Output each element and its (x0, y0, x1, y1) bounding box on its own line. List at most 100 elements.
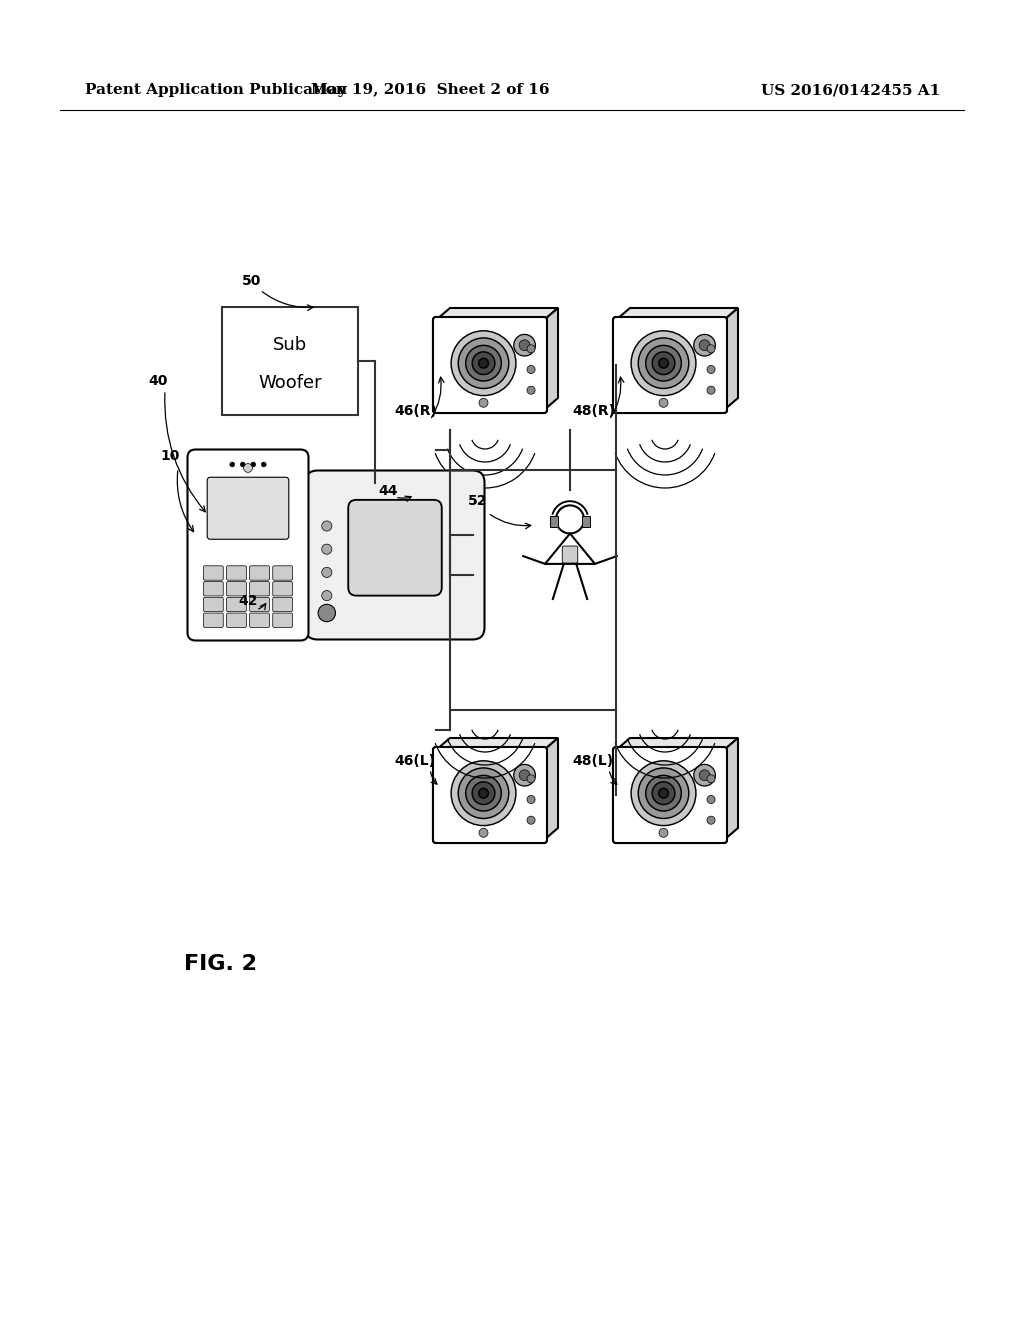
Circle shape (694, 334, 716, 356)
Circle shape (707, 387, 715, 395)
FancyBboxPatch shape (433, 317, 547, 413)
Circle shape (261, 462, 266, 467)
FancyBboxPatch shape (250, 612, 269, 627)
Circle shape (638, 338, 689, 388)
FancyBboxPatch shape (207, 478, 289, 540)
Polygon shape (436, 308, 558, 319)
Circle shape (322, 544, 332, 554)
Polygon shape (724, 738, 738, 840)
Circle shape (452, 331, 516, 396)
FancyBboxPatch shape (226, 612, 247, 627)
Circle shape (652, 352, 675, 375)
Circle shape (707, 345, 715, 352)
FancyBboxPatch shape (348, 500, 441, 595)
Text: 46(L): 46(L) (394, 754, 435, 768)
Circle shape (459, 338, 509, 388)
FancyBboxPatch shape (613, 747, 727, 843)
Circle shape (322, 568, 332, 577)
Polygon shape (724, 308, 738, 411)
Circle shape (694, 764, 716, 785)
Circle shape (527, 796, 536, 804)
FancyBboxPatch shape (226, 582, 247, 595)
Circle shape (519, 339, 530, 351)
FancyBboxPatch shape (204, 612, 223, 627)
Circle shape (658, 788, 669, 799)
Circle shape (478, 788, 488, 799)
Circle shape (699, 770, 710, 780)
Circle shape (631, 760, 696, 825)
Circle shape (478, 358, 488, 368)
Text: 52: 52 (468, 494, 487, 508)
Circle shape (707, 775, 715, 783)
Circle shape (707, 816, 715, 824)
Circle shape (322, 521, 332, 531)
Text: 46(R): 46(R) (394, 404, 437, 418)
Circle shape (659, 399, 668, 408)
Circle shape (527, 775, 536, 783)
Circle shape (472, 781, 495, 805)
FancyBboxPatch shape (204, 582, 223, 595)
Text: 48(R): 48(R) (572, 404, 615, 418)
Circle shape (707, 366, 715, 374)
Circle shape (251, 462, 256, 467)
FancyBboxPatch shape (250, 598, 269, 611)
Polygon shape (544, 738, 558, 840)
Circle shape (659, 829, 668, 837)
Circle shape (658, 358, 669, 368)
Circle shape (527, 816, 536, 824)
Text: 50: 50 (242, 275, 261, 288)
Circle shape (466, 346, 502, 381)
Circle shape (322, 590, 332, 601)
Circle shape (646, 346, 681, 381)
Circle shape (707, 796, 715, 804)
Circle shape (652, 781, 675, 805)
Text: 48(L): 48(L) (572, 754, 613, 768)
Circle shape (466, 775, 502, 810)
Text: 44: 44 (378, 484, 397, 498)
Text: Woofer: Woofer (258, 374, 322, 392)
Circle shape (479, 829, 488, 837)
Circle shape (527, 366, 536, 374)
Bar (582, 516, 590, 527)
Polygon shape (545, 533, 595, 564)
Bar (550, 516, 558, 527)
Circle shape (514, 334, 536, 356)
Text: Sub: Sub (272, 335, 307, 354)
FancyBboxPatch shape (204, 598, 223, 611)
Circle shape (318, 605, 336, 622)
Circle shape (244, 463, 252, 473)
Circle shape (699, 339, 710, 351)
Circle shape (452, 760, 516, 825)
FancyBboxPatch shape (226, 598, 247, 611)
Text: May 19, 2016  Sheet 2 of 16: May 19, 2016 Sheet 2 of 16 (310, 83, 549, 96)
Polygon shape (616, 308, 738, 319)
FancyBboxPatch shape (250, 582, 269, 595)
Circle shape (527, 387, 536, 395)
FancyBboxPatch shape (305, 470, 484, 639)
Circle shape (514, 764, 536, 785)
Text: Patent Application Publication: Patent Application Publication (85, 83, 347, 96)
FancyBboxPatch shape (613, 317, 727, 413)
FancyBboxPatch shape (272, 582, 293, 595)
Polygon shape (436, 738, 558, 750)
Text: US 2016/0142455 A1: US 2016/0142455 A1 (761, 83, 940, 96)
Circle shape (631, 331, 696, 396)
Polygon shape (616, 738, 738, 750)
Circle shape (459, 768, 509, 818)
Circle shape (556, 506, 584, 533)
FancyBboxPatch shape (562, 546, 578, 564)
Text: 10: 10 (160, 449, 179, 463)
Circle shape (241, 462, 246, 467)
Circle shape (472, 352, 495, 375)
FancyBboxPatch shape (613, 317, 727, 413)
FancyBboxPatch shape (226, 566, 247, 581)
FancyBboxPatch shape (433, 317, 547, 413)
FancyBboxPatch shape (613, 747, 727, 843)
FancyBboxPatch shape (204, 566, 223, 581)
Bar (222, 308, 358, 414)
Circle shape (229, 462, 234, 467)
FancyBboxPatch shape (433, 747, 547, 843)
Text: FIG. 2: FIG. 2 (183, 954, 256, 974)
Circle shape (646, 775, 681, 810)
FancyBboxPatch shape (187, 450, 308, 640)
